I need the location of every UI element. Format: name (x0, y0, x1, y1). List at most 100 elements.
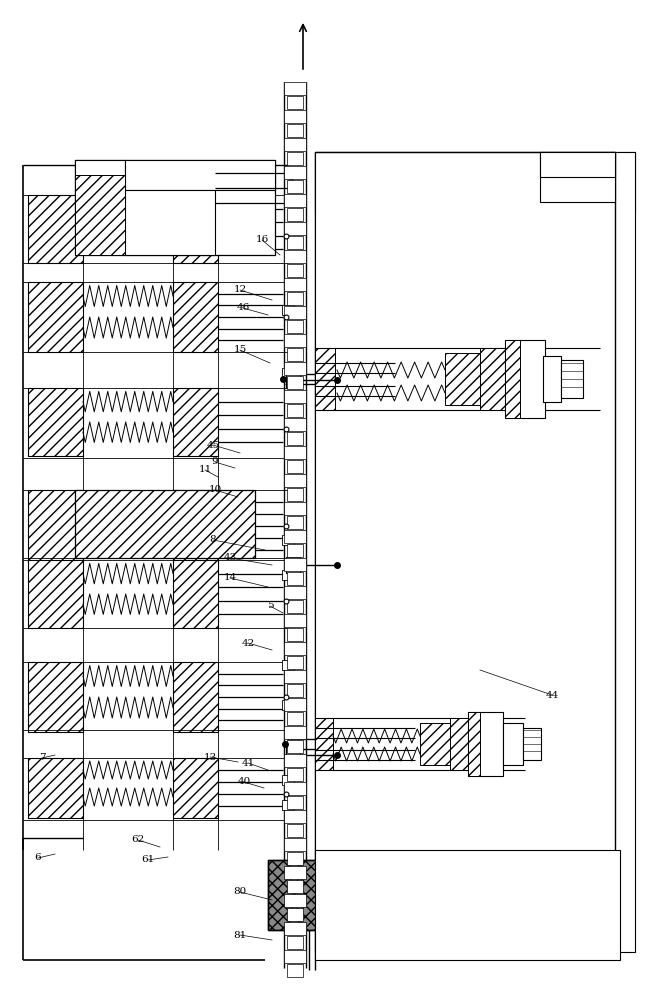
Bar (173, 282, 218, 352)
Bar (28, 758, 83, 818)
Bar (287, 796, 303, 809)
Bar (28, 662, 83, 732)
Bar (173, 662, 218, 732)
Bar (540, 152, 615, 202)
Bar (284, 726, 306, 739)
Bar (173, 758, 218, 818)
Bar (282, 535, 294, 545)
Text: 16: 16 (256, 235, 269, 244)
Bar (315, 152, 635, 212)
Bar (287, 712, 303, 725)
Bar (284, 110, 306, 123)
Bar (287, 432, 303, 445)
Bar (284, 586, 306, 599)
Text: 6: 6 (35, 854, 41, 862)
Bar (284, 502, 306, 515)
Bar (287, 684, 303, 697)
Bar (28, 282, 83, 352)
Bar (284, 138, 306, 151)
Text: 40: 40 (237, 778, 250, 786)
Bar (284, 82, 306, 95)
Bar (173, 758, 218, 818)
Text: 8: 8 (210, 536, 216, 544)
Bar (287, 292, 303, 305)
Bar (503, 723, 523, 765)
Bar (561, 360, 583, 398)
Bar (287, 208, 303, 221)
Bar (284, 810, 306, 823)
Bar (480, 348, 505, 410)
Text: 62: 62 (131, 836, 145, 844)
Text: 14: 14 (223, 574, 237, 582)
Bar (287, 96, 303, 109)
Bar (173, 560, 218, 628)
Bar (284, 894, 306, 907)
Bar (287, 936, 303, 949)
Bar (173, 195, 218, 263)
Bar (28, 195, 83, 263)
Bar (315, 718, 333, 770)
Bar (284, 922, 306, 935)
Bar (284, 362, 306, 375)
Bar (420, 723, 450, 765)
Text: 11: 11 (199, 466, 212, 475)
Bar (284, 166, 306, 179)
Text: 43: 43 (223, 554, 237, 562)
Text: 81: 81 (234, 930, 247, 940)
Bar (287, 320, 303, 333)
Bar (287, 124, 303, 137)
Bar (284, 390, 306, 403)
Bar (28, 490, 83, 562)
Text: 12: 12 (234, 286, 247, 294)
Bar (284, 642, 306, 655)
Bar (287, 964, 303, 977)
Bar (287, 180, 303, 193)
Bar (28, 758, 83, 818)
Bar (284, 950, 306, 963)
Bar (287, 824, 303, 837)
Bar (28, 662, 83, 732)
Bar (450, 718, 468, 770)
Bar (286, 747, 300, 763)
Bar (125, 190, 215, 255)
Bar (287, 460, 303, 473)
Bar (284, 334, 306, 347)
Bar (287, 768, 303, 781)
Bar (75, 175, 125, 255)
Bar (282, 368, 294, 378)
Bar (505, 340, 520, 418)
Bar (284, 250, 306, 263)
Bar (284, 754, 306, 767)
Bar (268, 860, 350, 930)
Bar (28, 388, 83, 456)
Bar (284, 446, 306, 459)
Bar (282, 570, 294, 580)
Bar (287, 908, 303, 921)
Bar (287, 264, 303, 277)
Bar (284, 306, 306, 319)
Bar (287, 740, 303, 753)
Text: 5: 5 (267, 601, 273, 610)
Bar (173, 195, 218, 263)
Bar (268, 860, 350, 930)
Bar (173, 662, 218, 732)
Bar (287, 516, 303, 529)
Bar (284, 222, 306, 235)
Bar (284, 278, 306, 291)
Bar (284, 530, 306, 543)
Bar (282, 700, 294, 710)
Text: 44: 44 (545, 690, 558, 700)
Bar (445, 353, 480, 405)
Bar (28, 490, 83, 562)
Bar (287, 404, 303, 417)
Text: 7: 7 (39, 754, 45, 762)
Text: 42: 42 (241, 639, 255, 648)
Bar (125, 160, 275, 190)
Bar (287, 656, 303, 669)
Bar (28, 560, 83, 628)
Text: 61: 61 (142, 856, 155, 864)
Bar (287, 572, 303, 585)
Bar (468, 712, 503, 776)
Bar (543, 356, 561, 402)
Bar (284, 670, 306, 683)
